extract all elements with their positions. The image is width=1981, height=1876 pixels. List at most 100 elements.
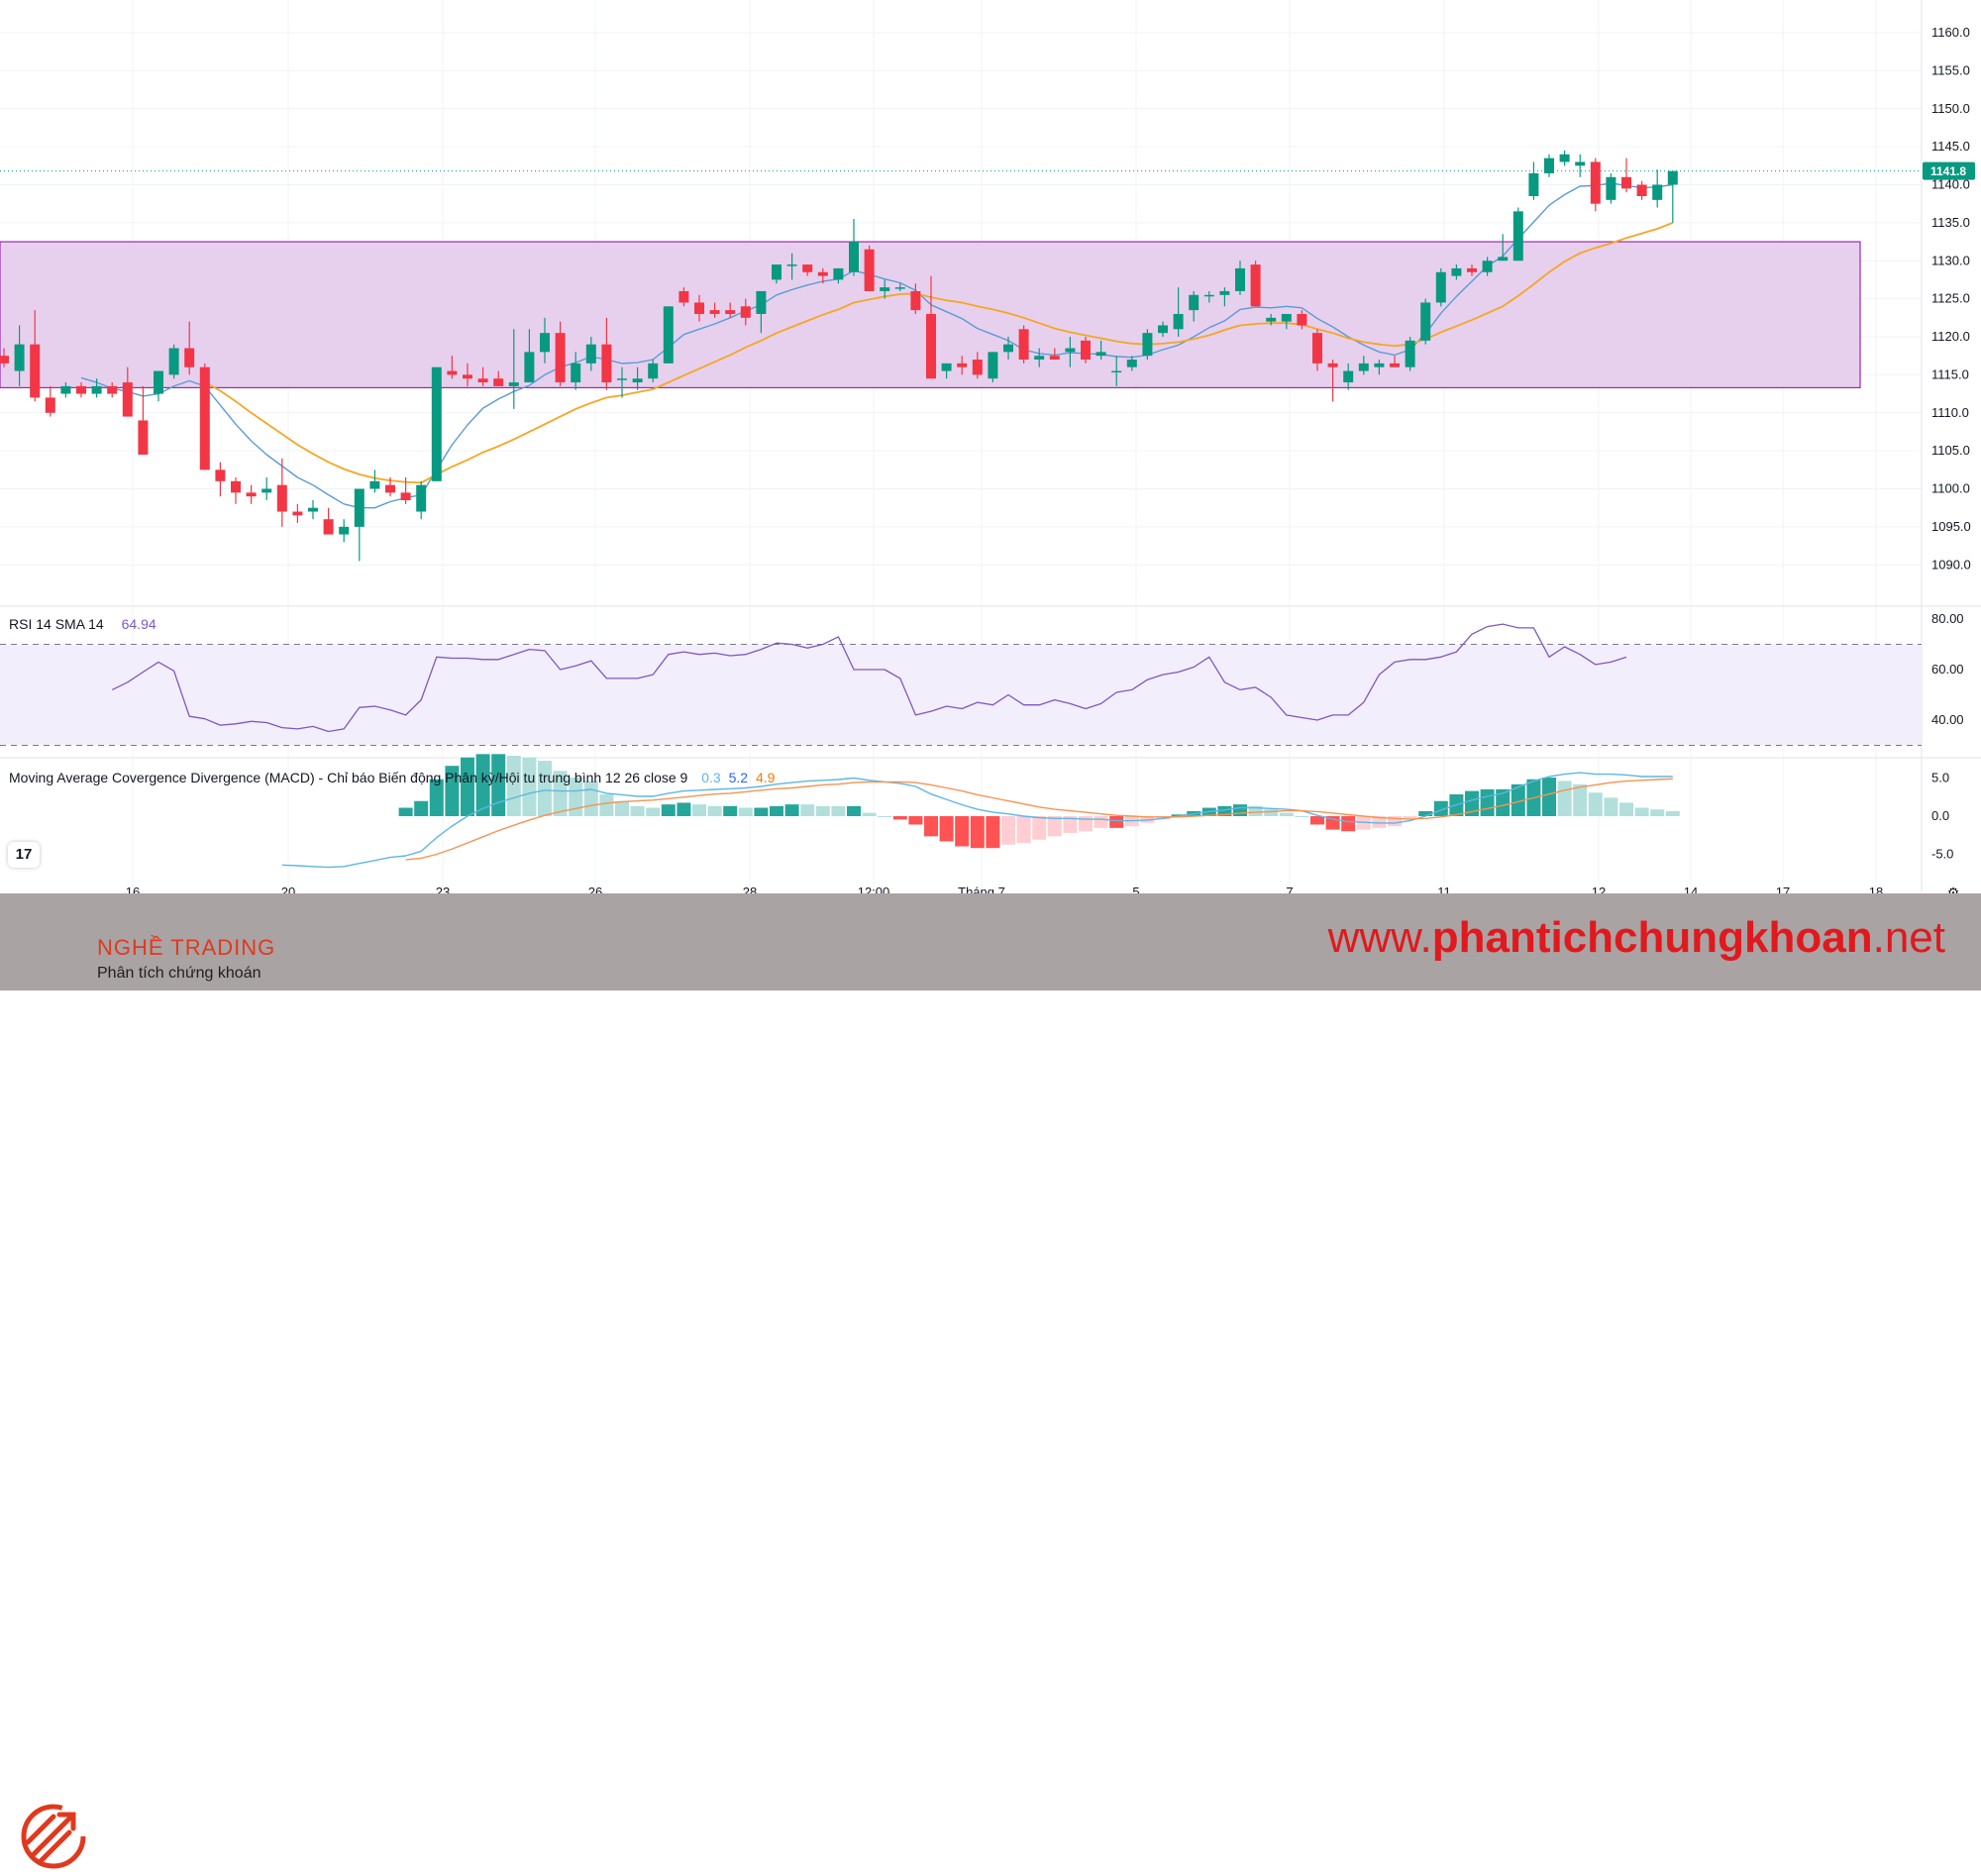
candle-body xyxy=(1451,267,1462,276)
candle-body xyxy=(910,290,921,311)
candle-body xyxy=(1281,313,1292,322)
candle-body xyxy=(1405,340,1415,367)
candle-body xyxy=(601,344,612,383)
macd-hist-bar xyxy=(1634,807,1649,816)
candle-body xyxy=(308,507,318,512)
candle xyxy=(1266,313,1277,326)
macd-hist-bar xyxy=(1496,788,1511,816)
macd-line-value: 5.2 xyxy=(728,770,749,785)
candle-body xyxy=(1559,154,1570,162)
candle-body xyxy=(354,488,365,527)
candle-body xyxy=(91,385,102,394)
candle xyxy=(1358,356,1369,375)
price-axis[interactable]: 1160.0 1155.0 1150.0 1145.0 1140.0 1135.0 1130… xyxy=(1923,25,1975,900)
candle xyxy=(138,385,149,455)
rsi-legend[interactable]: RSI 14 SMA 14 64.94 xyxy=(9,616,160,632)
candle xyxy=(817,267,828,284)
price-tick-label: 1155.0 xyxy=(1931,62,1970,77)
candle xyxy=(1173,287,1184,337)
rsi-line xyxy=(111,623,1627,733)
candle xyxy=(14,325,25,386)
candle xyxy=(1049,348,1060,361)
candle-body xyxy=(1034,356,1045,361)
macd-hist-bar xyxy=(1619,802,1633,816)
candle xyxy=(60,382,71,398)
candle xyxy=(617,366,627,398)
url-prefix: www. xyxy=(1327,913,1432,962)
macd-hist-bar xyxy=(986,816,1000,849)
macd-hist-bar xyxy=(1079,816,1093,832)
candle xyxy=(493,370,504,386)
macd-hist-bar xyxy=(1573,783,1588,816)
chart-canvas[interactable]: 1160.0 1155.0 1150.0 1145.0 1140.0 1135.0 1130… xyxy=(0,0,1981,990)
candle xyxy=(632,366,643,390)
candle xyxy=(431,366,442,481)
candle xyxy=(1081,337,1091,364)
candle-body xyxy=(14,344,25,371)
candle xyxy=(1327,360,1338,402)
macd-hist-bar xyxy=(414,800,429,816)
candle xyxy=(694,294,704,322)
candle xyxy=(30,310,41,402)
candle-body xyxy=(817,271,828,276)
brand-url[interactable]: www.phantichchungkhoan.net xyxy=(1328,913,1945,963)
candle xyxy=(45,385,55,417)
candle xyxy=(0,348,9,367)
candle xyxy=(849,219,859,276)
candle-body xyxy=(1297,313,1307,326)
candle-body xyxy=(477,378,488,383)
candle-body xyxy=(1049,356,1060,361)
candle-body xyxy=(1126,360,1137,367)
candle-body xyxy=(385,484,395,493)
price-tick-label: 1125.0 xyxy=(1931,291,1970,306)
candle-body xyxy=(1250,264,1261,307)
candle xyxy=(308,500,318,520)
macd-hist-bar xyxy=(1310,816,1324,825)
candle xyxy=(231,476,241,504)
candle-body xyxy=(138,420,149,455)
macd-hist-bar xyxy=(677,802,691,816)
candle xyxy=(354,488,365,562)
candle-body xyxy=(493,378,504,386)
price-tick-label: 1090.0 xyxy=(1931,557,1971,572)
price-tick-label: 1095.0 xyxy=(1931,519,1971,534)
macd-hist-bar xyxy=(429,779,444,816)
candle-body xyxy=(833,267,844,280)
time-tick-label: 5 xyxy=(1132,885,1139,899)
candle-body xyxy=(1142,333,1153,357)
candle-body xyxy=(231,480,241,493)
macd-hist-bar xyxy=(1233,804,1247,816)
tradingview-logo[interactable]: 17 xyxy=(8,842,40,868)
candle xyxy=(1374,360,1385,375)
candle xyxy=(1590,157,1601,212)
macd-hist-bar xyxy=(599,793,614,816)
macd-hist-bar xyxy=(1465,790,1479,816)
macd-line xyxy=(281,772,1673,869)
candle xyxy=(1451,264,1462,280)
price-tick-label: 1115.0 xyxy=(1931,366,1969,381)
macd-tick-label: -5.0 xyxy=(1931,847,1953,862)
macd-hist-bar xyxy=(553,771,568,816)
macd-hist-bar xyxy=(692,804,706,816)
candle-body xyxy=(1158,325,1168,334)
macd-hist-bar xyxy=(1372,816,1387,828)
candle xyxy=(1250,261,1261,307)
macd-hist-bar xyxy=(970,816,985,849)
macd-hist-bar xyxy=(878,816,892,817)
candle-body xyxy=(1065,348,1076,353)
candle xyxy=(926,275,936,379)
candle-body xyxy=(786,264,797,266)
candle-body xyxy=(585,344,596,364)
candle-body xyxy=(1081,340,1091,361)
candle-body xyxy=(1606,176,1616,200)
candle-body xyxy=(122,382,133,417)
macd-legend[interactable]: Moving Average Covergence Divergence (MA… xyxy=(9,770,779,785)
rsi-tick-label: 40.00 xyxy=(1931,712,1964,727)
macd-hist-bar xyxy=(1264,809,1279,816)
macd-hist-bar xyxy=(1403,816,1417,820)
macd-hist-bar xyxy=(1016,816,1031,844)
candle xyxy=(1297,310,1307,330)
macd-hist-bar xyxy=(506,756,521,816)
macd-hist-bar xyxy=(800,804,815,816)
macd-hist-bar xyxy=(1341,816,1356,832)
